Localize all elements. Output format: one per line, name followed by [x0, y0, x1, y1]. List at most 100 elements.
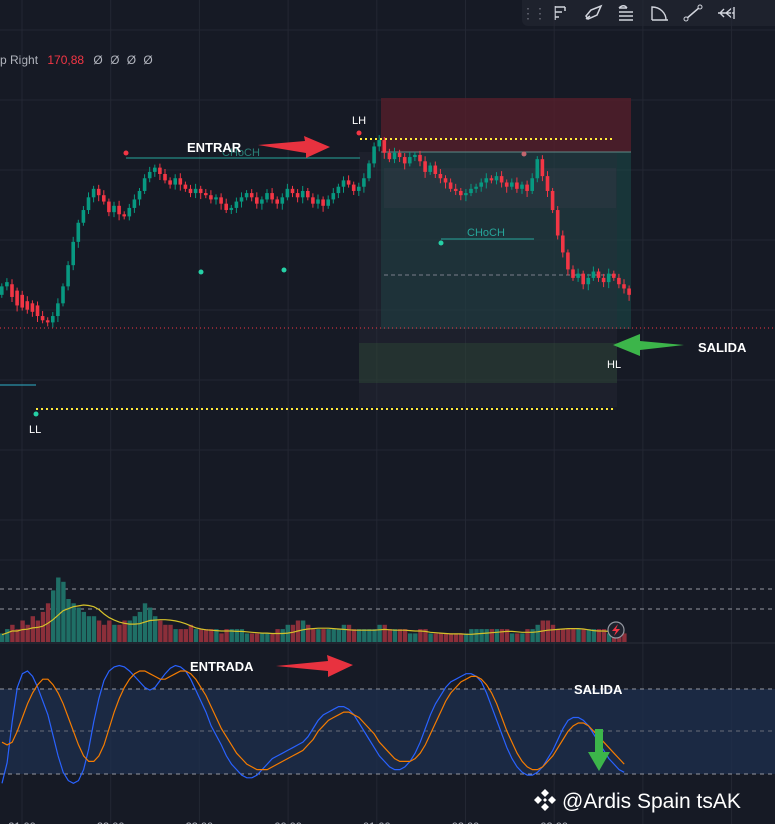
line-tool-icon[interactable]: [676, 0, 709, 26]
volume-bar: [137, 611, 143, 642]
volume-bar: [530, 629, 535, 642]
volume-bar: [464, 633, 469, 642]
swing-high-dot: [123, 150, 129, 156]
candle-body: [397, 152, 402, 158]
candle-body: [81, 210, 86, 223]
volume-bar: [153, 616, 158, 642]
candle-body: [244, 193, 249, 198]
volume-bar: [443, 633, 449, 642]
candle-body: [5, 282, 9, 287]
candle-body: [341, 180, 346, 187]
volume-bar: [102, 624, 107, 642]
volume-bar: [433, 633, 438, 642]
volume-bar: [581, 629, 586, 642]
candle-body: [336, 186, 341, 194]
candle-body: [183, 184, 188, 189]
volume-bar: [418, 629, 423, 642]
candle-body: [275, 199, 279, 204]
volume-bar: [387, 629, 392, 642]
candle-body: [142, 178, 147, 191]
choch-label-2: CHoCH: [467, 227, 505, 239]
candle-body: [540, 159, 545, 177]
candle-body: [51, 316, 55, 323]
volume-bar: [255, 633, 260, 642]
candlestick-series: [0, 135, 631, 328]
volume-bar: [566, 629, 571, 642]
osc-d-line: [1, 670, 625, 771]
candle-body: [306, 190, 310, 198]
candle-body: [596, 271, 601, 278]
volume-bar: [61, 581, 66, 642]
candle-body: [438, 174, 443, 179]
candle-body: [408, 157, 412, 164]
candle-body: [627, 288, 631, 295]
volume-bar: [413, 633, 418, 642]
candle-body: [606, 273, 611, 283]
swing-low-dot: [33, 411, 39, 417]
volume-bar: [392, 629, 398, 642]
volume-bar: [499, 629, 505, 642]
volume-bar: [622, 633, 627, 642]
volume-bar: [244, 633, 250, 642]
range-box: [359, 152, 617, 407]
volume-bar: [601, 629, 607, 642]
volume-bar: [147, 607, 153, 642]
volume-bar: [229, 629, 234, 642]
watermark-text: @Ardis Spain tsAK: [562, 790, 741, 813]
candle-body: [433, 165, 438, 174]
volume-bar: [270, 633, 275, 642]
candle-body: [489, 178, 494, 181]
drag-handle-icon[interactable]: ⋮⋮: [521, 4, 547, 21]
volume-bar: [306, 624, 311, 642]
candle-body: [576, 273, 580, 278]
candle-body: [571, 269, 575, 278]
volume-bar: [239, 629, 245, 642]
volume-bar: [326, 629, 331, 642]
indicator-value: 170,88: [47, 53, 85, 67]
candle-body: [535, 159, 540, 179]
candle-body: [448, 182, 453, 189]
lightning-icon[interactable]: [607, 621, 625, 639]
volume-bar: [204, 629, 209, 642]
text-tool-icon[interactable]: [610, 0, 643, 26]
arc-tool-icon[interactable]: [643, 0, 676, 26]
candle-body: [25, 301, 30, 310]
volume-bar: [453, 633, 459, 642]
candle-body: [66, 265, 70, 287]
volume-bar: [107, 620, 112, 642]
position-tool[interactable]: [359, 98, 631, 407]
volume-bar: [193, 629, 199, 642]
candle-body: [30, 303, 35, 312]
candle-body: [591, 271, 596, 278]
volume-bar: [484, 629, 489, 642]
pitchfork-tool-icon[interactable]: [709, 0, 742, 26]
candle-body: [153, 167, 157, 172]
candle-body: [20, 294, 24, 308]
candle-body: [331, 193, 336, 200]
candle-body: [566, 252, 570, 270]
candle-body: [132, 199, 137, 208]
volume-bar: [30, 616, 35, 642]
volume-bar: [459, 633, 464, 642]
candle-body: [224, 203, 228, 211]
osc-k-line: [1, 664, 625, 784]
candle-body: [321, 199, 325, 206]
volume-bar: [377, 624, 382, 642]
candle-body: [362, 178, 366, 187]
brush-tool-icon[interactable]: [577, 0, 610, 26]
candle-body: [428, 165, 432, 172]
volume-bar: [173, 629, 178, 642]
volume-bar: [71, 603, 76, 642]
binance-logo-icon: [534, 789, 556, 811]
volume-bar: [127, 620, 132, 642]
salida-label: SALIDA: [698, 340, 747, 355]
candle-body: [158, 167, 162, 174]
volume-bar: [474, 629, 479, 642]
volume-bar: [249, 633, 255, 642]
volume-bar: [351, 629, 357, 642]
candle-body: [530, 178, 534, 191]
candle-body: [209, 195, 213, 200]
volume-bar: [397, 629, 403, 642]
volume-bar: [336, 629, 341, 642]
